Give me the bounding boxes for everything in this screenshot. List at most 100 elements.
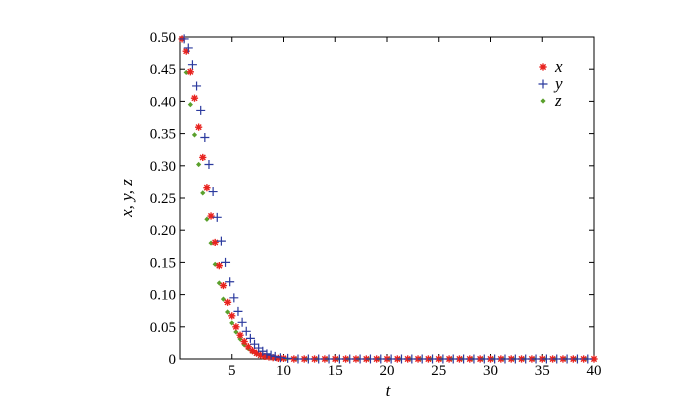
x-tick-label: 25	[431, 363, 446, 379]
series-y-point	[376, 354, 386, 364]
series-x-point	[224, 298, 232, 306]
series-y-point	[233, 306, 243, 316]
series-y-point	[314, 354, 324, 364]
y-tick-label: 0.40	[150, 94, 176, 110]
x-tick-label: 15	[328, 363, 343, 379]
series-z-point	[237, 336, 243, 342]
x-tick-label: 10	[276, 363, 291, 379]
series-y-point	[583, 354, 593, 364]
series-y-point	[417, 354, 427, 364]
series-y-point	[270, 351, 280, 361]
series-y-point	[324, 354, 334, 364]
series-y-point	[334, 354, 344, 364]
x-axis-label: t	[386, 381, 392, 400]
series-x-point	[207, 212, 215, 220]
series-z-point	[233, 329, 239, 335]
y-tick-label: 0.50	[150, 30, 176, 46]
series-y-point	[179, 34, 189, 44]
legend-label-x: x	[554, 57, 563, 76]
y-tick-label: 0.30	[150, 159, 176, 175]
series-y-point	[490, 354, 500, 364]
series-y	[179, 34, 593, 364]
y-tick-label: 0.25	[150, 191, 176, 207]
x-tick-label: 35	[535, 363, 550, 379]
series-y-point	[448, 354, 458, 364]
series-y-point	[266, 350, 276, 360]
series-y-point	[521, 354, 531, 364]
series-y-point	[510, 354, 520, 364]
series-y-point	[275, 353, 285, 363]
series-y-point	[293, 354, 303, 364]
series-y-point	[250, 339, 260, 349]
y-tick-label: 0.45	[150, 62, 176, 78]
series-y-point	[237, 317, 247, 327]
legend-label-z: z	[554, 91, 562, 110]
series-y-point	[221, 257, 231, 267]
series-y-point	[531, 354, 541, 364]
series-x-point	[190, 94, 199, 102]
series-x-point	[199, 153, 207, 162]
series-z-point	[225, 309, 231, 315]
x-tick-label: 40	[587, 363, 602, 379]
series-y-point	[208, 187, 218, 197]
y-tick-label: 0.05	[150, 320, 176, 336]
series-x-point	[590, 355, 598, 363]
series-z-point	[229, 320, 235, 326]
x-tick-label: 30	[483, 363, 498, 379]
series-y-point	[262, 349, 272, 359]
series-y-point	[428, 354, 438, 364]
series-y-point	[303, 354, 313, 364]
series-x-point	[236, 331, 244, 339]
series-y-point	[192, 81, 202, 91]
series-y-point	[355, 354, 365, 364]
series-y-point	[459, 354, 469, 364]
x-tick-label: 20	[380, 363, 395, 379]
series-z-point	[216, 280, 222, 286]
axis-ticks	[180, 36, 595, 360]
series-x-point	[219, 281, 228, 290]
series-y-point	[196, 105, 206, 115]
series-y-point	[438, 354, 448, 364]
y-tick-label: 0.10	[150, 288, 176, 304]
series-y-point	[479, 354, 489, 364]
series-y-point	[365, 354, 375, 364]
series-z-point	[212, 261, 218, 267]
series-x-point	[257, 351, 265, 359]
series-y-point	[225, 277, 235, 287]
series-y-point	[187, 60, 197, 70]
series-y-point	[541, 354, 551, 364]
series-x	[178, 35, 598, 363]
series-y-point	[212, 212, 222, 222]
axis-tick-labels: 5 10 15 20 25 30 35 40 0 0.05 0.10 0.15 0.20 0.25 0.30…	[150, 30, 602, 379]
y-tick-label: 0.35	[150, 127, 176, 143]
series-z-point	[191, 132, 198, 138]
series-y-point	[216, 236, 226, 246]
series-y-point	[183, 43, 193, 53]
y-axis-label: x, y, z	[117, 179, 136, 218]
y-tick-label: 0	[169, 352, 177, 368]
series-y-point	[469, 354, 479, 364]
series-y-point	[241, 326, 251, 336]
y-tick-label: 0.20	[150, 223, 176, 239]
legend-marker-x	[539, 63, 547, 71]
legend: xyz	[538, 57, 563, 110]
legend-marker-y	[538, 79, 548, 89]
y-tick-label: 0.15	[150, 255, 176, 271]
legend-marker-z	[540, 98, 546, 104]
series-y-point	[396, 354, 406, 364]
series-x-point	[211, 238, 219, 247]
series-x-point	[215, 262, 223, 270]
series-y-point	[572, 354, 582, 364]
series-y-point	[283, 353, 293, 363]
series-y-point	[500, 354, 510, 364]
series-y-point	[245, 333, 255, 343]
series-x-point	[265, 353, 273, 361]
series-y-point	[562, 354, 572, 364]
series-y-point	[552, 354, 562, 364]
plot-frame	[179, 36, 595, 360]
series-y-point	[407, 354, 417, 364]
series-y-point	[200, 132, 210, 142]
series-x-point	[274, 354, 282, 362]
series-x-point	[244, 343, 252, 351]
